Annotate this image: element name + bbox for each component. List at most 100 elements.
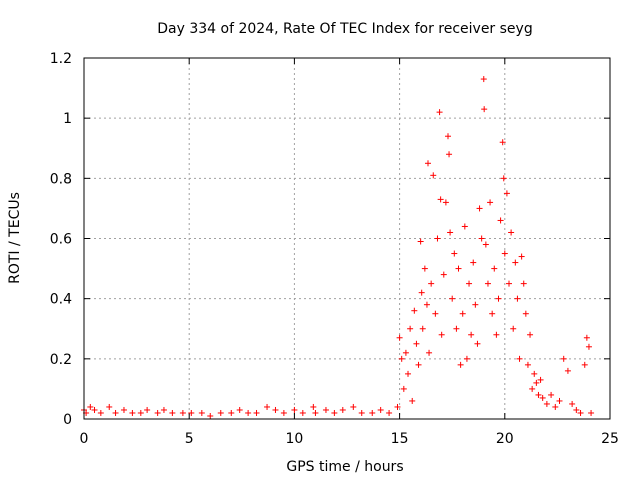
data-point (512, 259, 519, 266)
data-point (409, 397, 416, 404)
data-point (522, 310, 529, 317)
data-point (459, 310, 466, 317)
data-point (437, 196, 444, 203)
data-point (236, 406, 243, 413)
data-point (543, 400, 550, 407)
data-point (423, 301, 430, 308)
data-point (503, 190, 510, 197)
data-point (299, 409, 306, 416)
data-point (457, 361, 464, 368)
x-tick-label: 0 (80, 431, 89, 447)
data-point (144, 406, 151, 413)
y-tick-label: 0.4 (50, 292, 72, 308)
data-point (491, 265, 498, 272)
data-point (500, 175, 507, 182)
data-point (468, 331, 475, 338)
data-point (535, 391, 542, 398)
data-point (386, 409, 393, 416)
data-point (451, 250, 458, 257)
data-point (207, 412, 214, 419)
data-point (264, 403, 271, 410)
data-point (417, 238, 424, 245)
data-point (217, 409, 224, 416)
data-point (497, 217, 504, 224)
data-point (474, 340, 481, 347)
data-point (588, 409, 595, 416)
grid (84, 58, 610, 419)
x-tick-label: 10 (285, 431, 303, 447)
data-point (402, 349, 409, 356)
data-point (539, 394, 546, 401)
data-point (510, 325, 517, 332)
data-point (537, 376, 544, 383)
data-point (280, 409, 287, 416)
data-point (527, 331, 534, 338)
y-tick-label: 0.2 (50, 352, 72, 368)
data-point (501, 250, 508, 257)
data-point (339, 406, 346, 413)
data-point (556, 397, 563, 404)
data-point (440, 271, 447, 278)
data-point (434, 235, 441, 242)
data-point (476, 205, 483, 212)
data-point (396, 334, 403, 341)
data-point (520, 280, 527, 287)
data-point (470, 259, 477, 266)
data-point (91, 406, 98, 413)
data-point (438, 331, 445, 338)
plot-frame (83, 57, 611, 420)
data-point (430, 172, 437, 179)
data-point (449, 295, 456, 302)
data-point (569, 400, 576, 407)
data-point (154, 409, 161, 416)
data-point (487, 199, 494, 206)
data-point (508, 229, 515, 236)
data-point (516, 355, 523, 362)
data-point (137, 409, 144, 416)
data-point (518, 253, 525, 260)
data-point (447, 229, 454, 236)
data-point (573, 406, 580, 413)
data-point (481, 106, 488, 113)
data-point (405, 370, 412, 377)
data-point (411, 307, 418, 314)
data-point (493, 331, 500, 338)
data-point (446, 151, 453, 158)
data-point (425, 160, 432, 167)
data-point (426, 349, 433, 356)
data-point (436, 109, 443, 116)
data-point (453, 325, 460, 332)
data-point (97, 409, 104, 416)
y-tick-label: 0 (63, 412, 72, 428)
data-point (564, 367, 571, 374)
data-points (81, 76, 595, 419)
data-point (331, 409, 338, 416)
data-point (169, 409, 176, 416)
data-point (228, 409, 235, 416)
data-point (444, 133, 451, 140)
data-point (179, 409, 186, 416)
data-point (377, 406, 384, 413)
x-tick-label: 25 (601, 431, 619, 447)
data-point (495, 295, 502, 302)
data-point (394, 403, 401, 410)
x-tick-label: 5 (185, 431, 194, 447)
data-point (442, 199, 449, 206)
data-point (418, 289, 425, 296)
data-point (369, 409, 376, 416)
data-point (291, 406, 298, 413)
data-point (312, 409, 319, 416)
y-tick-label: 1 (63, 111, 72, 127)
data-point (106, 403, 113, 410)
data-point (198, 409, 205, 416)
x-tick-label: 15 (391, 431, 409, 447)
data-point (413, 340, 420, 347)
data-point (472, 301, 479, 308)
data-point (400, 385, 407, 392)
data-point (524, 361, 531, 368)
x-tick-label: 20 (496, 431, 514, 447)
data-point (322, 406, 329, 413)
data-point (506, 280, 513, 287)
y-tick-label: 0.8 (50, 171, 72, 187)
